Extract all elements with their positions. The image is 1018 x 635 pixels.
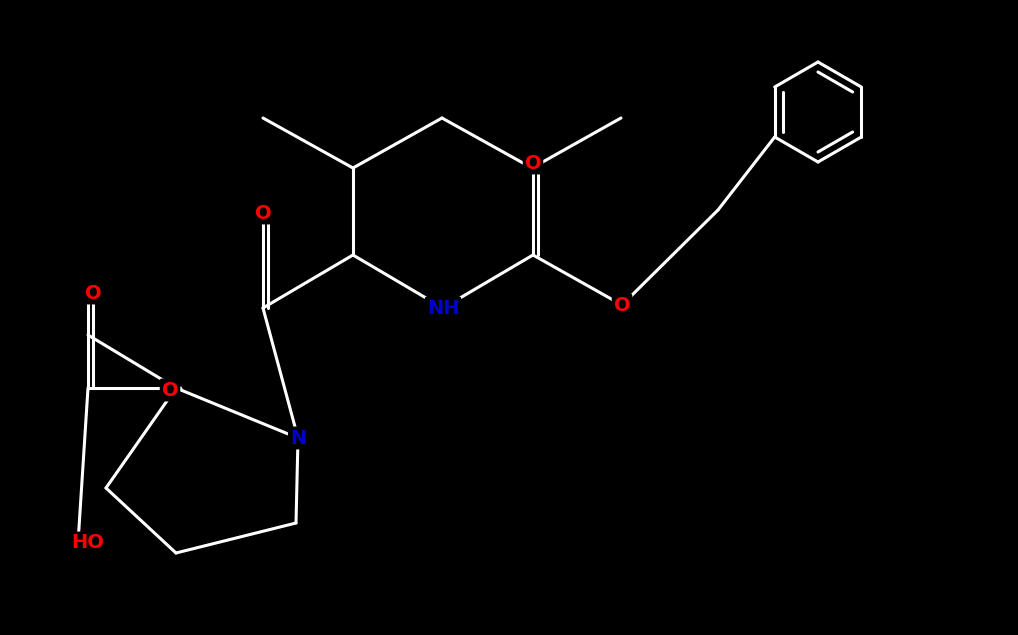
Text: O: O: [254, 203, 272, 222]
Text: O: O: [524, 154, 542, 173]
Text: HO: HO: [71, 533, 105, 552]
Text: O: O: [614, 295, 630, 314]
Text: N: N: [290, 429, 306, 448]
Text: O: O: [162, 380, 178, 399]
Text: NH: NH: [427, 298, 459, 318]
Text: O: O: [84, 283, 102, 302]
